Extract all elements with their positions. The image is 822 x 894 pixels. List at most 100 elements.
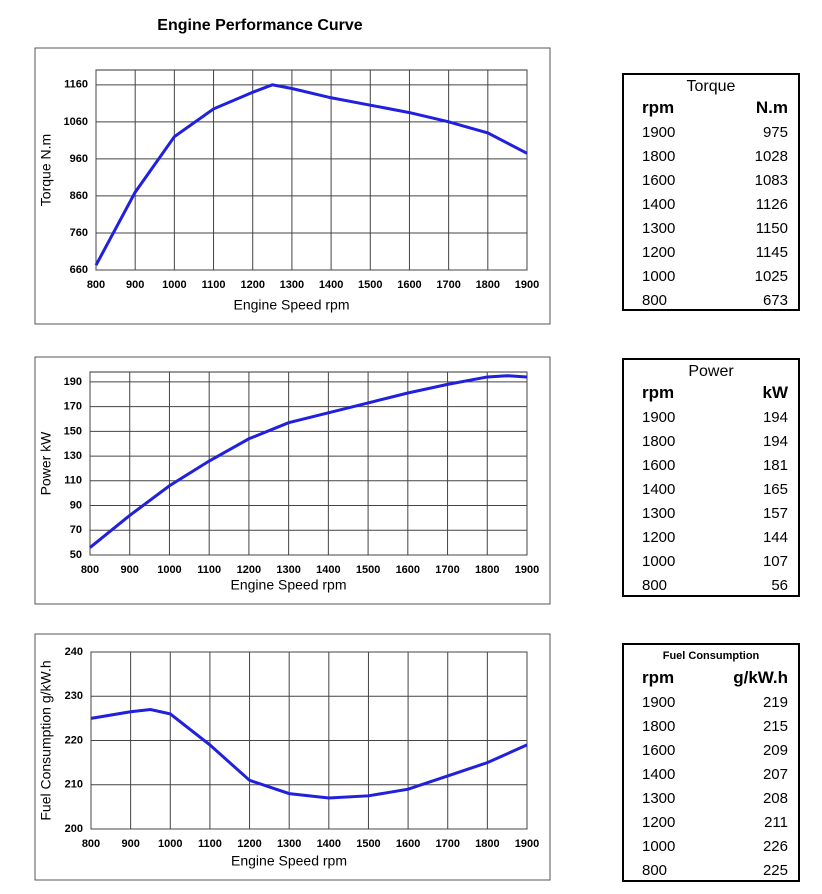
table-row: 1000 107 <box>624 549 798 573</box>
chart-frame <box>34 633 551 881</box>
table-cell: 1900 <box>642 408 676 426</box>
header-cell: g/kW.h <box>733 668 788 687</box>
table-row: 1600 1083 <box>624 168 798 192</box>
table-row: 800 56 <box>624 573 798 597</box>
y-axis-label: Fuel Consumption g/kW.h <box>38 660 54 820</box>
table-cell: 1400 <box>642 480 676 498</box>
torque-line <box>90 708 528 800</box>
table-cell: 1800 <box>642 717 676 735</box>
x-tick-label: 1500 <box>358 279 382 291</box>
x-tick-label: 1500 <box>356 564 380 576</box>
table-cell: 194 <box>762 432 788 450</box>
x-tick-label: 1600 <box>396 564 420 576</box>
table-cell: 1600 <box>642 456 676 474</box>
table-cell: 1300 <box>642 504 676 522</box>
y-tick-label: 210 <box>65 779 83 791</box>
torque-line <box>89 374 528 549</box>
table-cell: 194 <box>762 408 788 426</box>
table-cell: 1000 <box>642 837 676 855</box>
x-tick-label: 1400 <box>319 279 343 291</box>
table-row: 1800 194 <box>624 429 798 453</box>
y-tick-label: 130 <box>64 450 82 462</box>
x-tick-label: 1200 <box>237 838 261 850</box>
table-row: 1000 226 <box>624 834 798 858</box>
header-cell: rpm <box>642 383 675 402</box>
x-tick-label: 800 <box>82 838 100 850</box>
y-tick-label: 150 <box>64 425 82 437</box>
table-cell: 1600 <box>642 741 676 759</box>
x-tick-label: 1900 <box>515 564 539 576</box>
x-tick-label: 1200 <box>237 564 261 576</box>
table-row: 1000 1025 <box>624 264 798 288</box>
x-tick-label: 1900 <box>515 838 539 850</box>
x-tick-label: 1000 <box>162 279 186 291</box>
table-cell: 1400 <box>642 195 676 213</box>
y-tick-label: 90 <box>70 499 82 511</box>
table-cell: 1600 <box>642 171 676 189</box>
x-tick-label: 900 <box>121 564 139 576</box>
table-cell: 1025 <box>754 267 788 285</box>
x-tick-label: 900 <box>126 279 144 291</box>
table-cell: 157 <box>762 504 788 522</box>
table-cell: 208 <box>762 789 788 807</box>
table-cell: 1126 <box>755 195 788 213</box>
data-table: Torque rpm N.m 1900 975 1800 1028 1600 1083 1400 1… <box>622 73 800 311</box>
table-row: 1900 194 <box>624 405 798 429</box>
y-tick-label: 110 <box>64 475 82 487</box>
table-cell: 800 <box>642 576 668 594</box>
x-tick-label: 1900 <box>515 279 539 291</box>
table-cell: 1900 <box>642 693 676 711</box>
table-cell: 219 <box>762 693 788 711</box>
page-title: Engine Performance Curve <box>157 17 363 34</box>
y-tick-label: 170 <box>64 401 82 413</box>
table-cell: 1300 <box>642 789 676 807</box>
y-axis-label: Torque N.m <box>38 134 54 206</box>
table-row: 1800 215 <box>624 714 798 738</box>
x-tick-label: 1700 <box>436 279 460 291</box>
table-cell: 107 <box>762 552 788 570</box>
x-axis-label: Engine Speed rpm <box>231 577 347 593</box>
x-tick-label: 1600 <box>396 838 420 850</box>
x-tick-label: 1000 <box>158 838 182 850</box>
table-cell: 207 <box>762 765 788 783</box>
x-tick-label: 1600 <box>397 279 421 291</box>
y-tick-label: 70 <box>70 524 82 536</box>
x-tick-label: 1300 <box>277 838 301 850</box>
y-tick-label: 240 <box>65 646 83 658</box>
table-title: Power <box>688 363 734 380</box>
table-row: 800 225 <box>624 858 798 882</box>
y-tick-label: 1160 <box>64 79 88 91</box>
table-header: rpm N.m <box>624 96 798 120</box>
x-tick-label: 1100 <box>197 564 221 576</box>
y-tick-label: 200 <box>65 823 83 835</box>
table-row: 1200 144 <box>624 525 798 549</box>
y-tick-label: 960 <box>70 153 88 165</box>
table-cell: 1800 <box>642 432 676 450</box>
table-row: 1200 1145 <box>624 240 798 264</box>
x-tick-label: 1400 <box>316 564 340 576</box>
chart-frame <box>34 47 551 325</box>
x-axis-label: Engine Speed rpm <box>234 297 350 313</box>
x-tick-label: 1800 <box>475 838 499 850</box>
table-cell: 1200 <box>642 528 676 546</box>
data-table: Fuel Consumption rpm g/kW.h 1900 219 1800 215 1… <box>622 643 800 882</box>
table-cell: 215 <box>762 717 788 735</box>
x-tick-label: 1700 <box>435 838 459 850</box>
x-tick-label: 1100 <box>202 279 226 291</box>
table-row: 1400 165 <box>624 477 798 501</box>
table-row: 1200 211 <box>624 810 798 834</box>
x-axis-label: Engine Speed rpm <box>231 853 347 869</box>
y-tick-label: 660 <box>70 264 88 276</box>
table-cell: 1200 <box>642 243 676 261</box>
x-tick-label: 1000 <box>157 564 181 576</box>
table-cell: 211 <box>764 813 788 831</box>
table-cell: 144 <box>762 528 788 546</box>
x-tick-label: 1500 <box>356 838 380 850</box>
table-cell: 1145 <box>755 243 788 261</box>
table-cell: 800 <box>642 861 668 879</box>
table-row: 1800 1028 <box>624 144 798 168</box>
header-cell: kW <box>762 383 789 402</box>
table-cell: 1400 <box>642 765 676 783</box>
